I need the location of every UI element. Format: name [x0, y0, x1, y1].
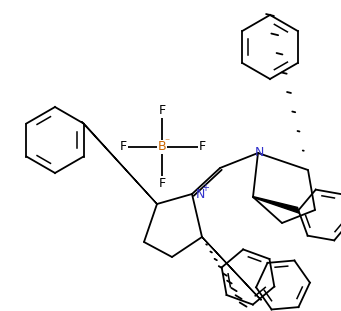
Text: F: F — [120, 141, 127, 154]
Text: +: + — [201, 183, 209, 193]
Text: N: N — [196, 188, 205, 201]
Text: N: N — [254, 146, 264, 160]
Polygon shape — [253, 197, 299, 213]
Text: F: F — [159, 104, 166, 117]
Polygon shape — [81, 122, 157, 204]
Text: F: F — [159, 177, 166, 190]
Text: F: F — [199, 141, 206, 154]
Text: B: B — [158, 141, 166, 154]
Polygon shape — [202, 237, 262, 300]
Text: ⁻: ⁻ — [164, 137, 169, 147]
